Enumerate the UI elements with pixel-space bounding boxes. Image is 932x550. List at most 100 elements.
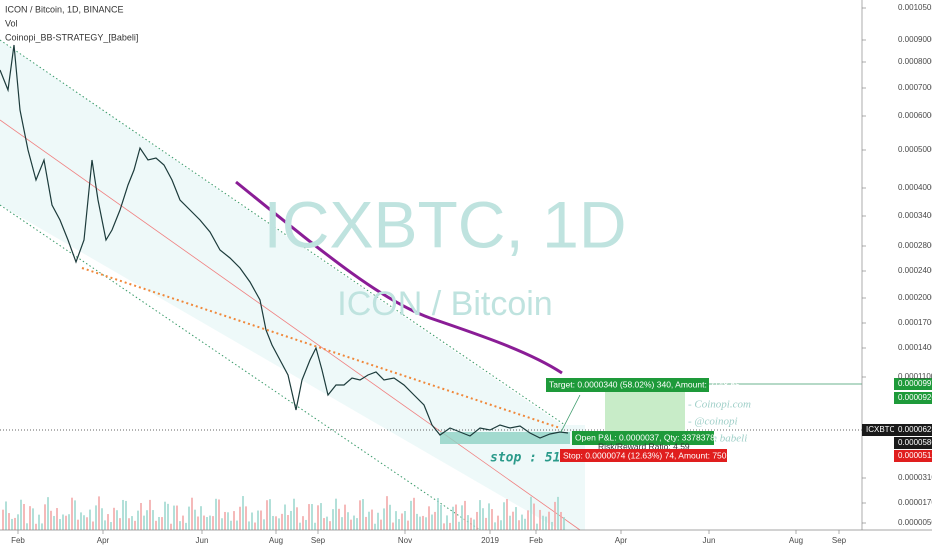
open-label: Open P&L: 0.0000037, Qty: 33783783 <box>575 432 720 442</box>
volume-bar <box>329 521 331 530</box>
volume-bar <box>563 517 565 530</box>
volume-bar <box>116 510 118 530</box>
volume-bar <box>206 517 208 530</box>
volume-bar <box>383 508 385 530</box>
stop-badge <box>894 450 932 462</box>
entry-price: 0.0000926 <box>898 393 932 402</box>
volume-bar <box>98 496 100 530</box>
channel-lower <box>0 204 481 531</box>
volume-bar <box>320 503 322 530</box>
moving-average <box>235 180 563 375</box>
last-price: 0.0000623 <box>898 425 932 434</box>
volume-bar <box>50 510 52 530</box>
volume-bar <box>551 521 553 530</box>
watermark-name: ICON / Bitcoin <box>337 285 552 323</box>
time-label: Sep <box>311 536 326 545</box>
target-label: Target: 0.0000340 (58.02%) 340, Amount: … <box>549 379 740 389</box>
volume-bar <box>386 496 388 530</box>
volume-bar <box>407 520 409 530</box>
price-label: 0.0001100 <box>898 372 932 381</box>
volume-bar <box>464 500 466 530</box>
volume-bar <box>56 508 58 530</box>
volume-bar <box>332 509 334 530</box>
entry-badge <box>894 392 932 404</box>
indicator: Vol <box>5 18 18 28</box>
volume-bar <box>77 519 79 530</box>
stop-price: 0.0000512 <box>898 451 932 460</box>
volume-bar <box>152 510 154 530</box>
volume-bar <box>398 519 400 530</box>
volume-bar <box>491 509 493 530</box>
volume-bar <box>194 509 196 530</box>
volume-bar <box>107 514 109 530</box>
volume-bar <box>38 514 40 530</box>
volume-bar <box>53 515 55 530</box>
volume-bar <box>176 505 178 530</box>
volume-bar <box>260 510 262 530</box>
price-label: 0.0000050 <box>898 518 932 527</box>
volume-bar <box>164 501 166 530</box>
volume-bar <box>449 522 451 530</box>
volume-bar <box>506 499 508 530</box>
volume-bar <box>500 520 502 530</box>
volume-bar <box>227 512 229 530</box>
stop-note: stop : 512 <box>490 451 568 466</box>
volume-bar <box>167 503 169 530</box>
volume-bar <box>143 515 145 530</box>
volume-bar <box>14 517 16 530</box>
volume-bar <box>545 516 547 530</box>
volume-bar <box>122 499 124 530</box>
volume-bar <box>209 515 211 530</box>
trend-line <box>81 267 561 429</box>
volume-bar <box>212 516 214 530</box>
volume-bar <box>242 496 244 530</box>
volume-bar <box>425 517 427 530</box>
volume-bar <box>410 500 412 530</box>
volume-bar <box>149 499 151 530</box>
volume-bar <box>71 497 73 530</box>
time-label: 2019 <box>481 536 499 545</box>
mid-badge <box>894 437 932 449</box>
volume-bar <box>443 523 445 530</box>
volume-bar <box>284 504 286 530</box>
volume-bar <box>80 512 82 530</box>
volume-bar <box>350 519 352 530</box>
volume-bar <box>11 518 13 530</box>
volume-bar <box>245 506 247 530</box>
volume-bar <box>128 518 130 530</box>
entry-zone <box>440 432 570 444</box>
mid-price: 0.0000586 <box>898 438 932 447</box>
volume-bar <box>560 511 562 530</box>
volume-bar <box>104 520 106 530</box>
volume-bar <box>482 508 484 530</box>
volume-bar <box>119 518 121 530</box>
volume-bar <box>83 515 85 530</box>
volume-bar <box>413 497 415 530</box>
volume-bar <box>347 512 349 530</box>
volume-bar <box>248 521 250 530</box>
volume-bar <box>218 499 220 530</box>
volume-bar <box>173 505 175 530</box>
channel-fill <box>0 40 585 530</box>
volume-bar <box>518 520 520 530</box>
volume-bar <box>368 511 370 530</box>
volume-bar <box>236 520 238 530</box>
time-label: Feb <box>11 536 25 545</box>
volume-bar <box>272 515 274 530</box>
volume-bar <box>221 518 223 530</box>
volume-bar <box>92 521 94 530</box>
volume-bar <box>8 513 10 530</box>
volume-bar <box>146 510 148 530</box>
volume-bar <box>419 516 421 530</box>
volume-bar <box>251 512 253 530</box>
volume-bar <box>101 508 103 530</box>
volume-bar <box>515 507 517 530</box>
volume-bar <box>239 506 241 530</box>
last-badge <box>894 424 932 436</box>
time-label: Jun <box>196 536 209 545</box>
symbol-header: ICON / Bitcoin, 1D, BINANCE <box>5 4 124 14</box>
volume-bar <box>548 511 550 530</box>
